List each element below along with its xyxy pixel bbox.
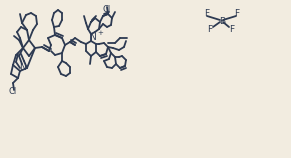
- Text: N: N: [90, 33, 96, 42]
- Text: F: F: [235, 9, 239, 18]
- Text: F: F: [207, 25, 212, 34]
- Text: Cl: Cl: [9, 88, 17, 97]
- Text: B: B: [219, 18, 225, 27]
- Text: Cl: Cl: [103, 4, 111, 13]
- Text: F: F: [205, 9, 210, 18]
- Text: +: +: [97, 30, 103, 36]
- Text: N: N: [19, 63, 25, 72]
- Text: F: F: [229, 25, 235, 34]
